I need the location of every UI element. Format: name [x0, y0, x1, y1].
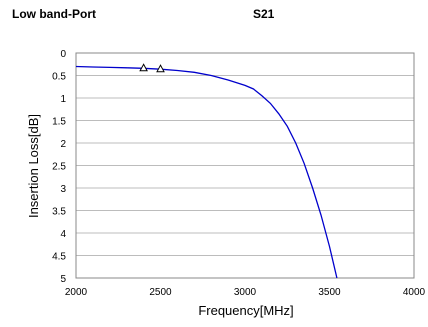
x-axis-label: Frequency[MHz] [198, 303, 293, 318]
x-tick-labels: 2000 2500 3000 3500 4000 [65, 287, 426, 298]
x-tick-label: 2500 [149, 287, 172, 298]
y-tick-label: 1 [60, 94, 66, 105]
y-tick-label: 4 [60, 229, 66, 240]
x-tick-label: 2000 [65, 287, 88, 298]
y-tick-label: 0.5 [52, 72, 66, 83]
y-tick-labels: 0 0.5 1 1.5 2 2.5 3 3.5 4 4.5 5 [52, 49, 66, 285]
y-tick-label: 3.5 [52, 207, 66, 218]
triangle-marker-1 [156, 64, 165, 73]
chart-title-right: S21 [253, 7, 275, 21]
chart-title-left: Low band-Port [12, 7, 96, 21]
markers [139, 63, 165, 73]
y-tick-label: 0 [60, 49, 66, 60]
plot-area-frame [75, 52, 415, 279]
y-tick-label: 3 [60, 184, 66, 195]
y-tick-label: 1.5 [52, 117, 66, 128]
series-line-s21 [75, 65, 338, 279]
y-tick-label: 4.5 [52, 252, 66, 263]
y-tick-label: 5 [60, 274, 66, 285]
y-axis-label: Insertion Loss[dB] [26, 114, 41, 218]
triangle-marker-0 [139, 63, 148, 72]
y-tick-label: 2 [60, 139, 66, 150]
x-tick-label: 3500 [318, 287, 341, 298]
grid-lines [76, 52, 414, 279]
x-tick-label: 3000 [234, 287, 257, 298]
y-tick-label: 2.5 [52, 162, 66, 173]
x-tick-label: 4000 [403, 287, 426, 298]
